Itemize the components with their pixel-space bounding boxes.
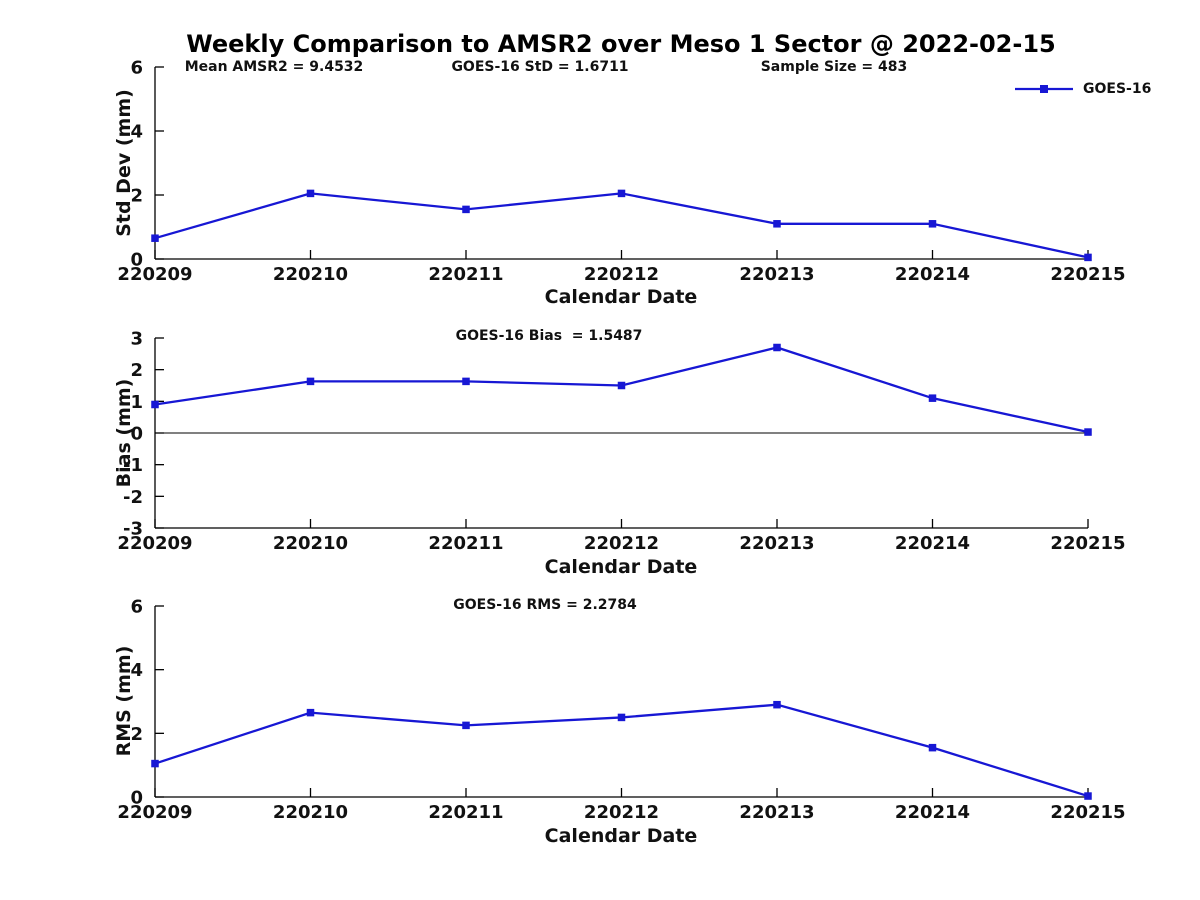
data-point-marker — [151, 759, 159, 768]
annotation-goes16-bias: GOES-16 Bias = 1.5487 — [455, 328, 643, 344]
data-point-marker — [928, 394, 937, 402]
data-point-marker — [773, 220, 781, 228]
data-point-marker — [151, 234, 159, 242]
x-tick-label: 220212 — [584, 802, 659, 823]
x-axis-label-rms-chart: Calendar Date — [544, 825, 698, 847]
x-tick-label: 220212 — [584, 533, 659, 554]
annotation-goes16-std: GOES-16 StD = 1.6711 — [451, 59, 629, 75]
y-axis-label-bias: Bias (mm) — [113, 378, 135, 488]
x-tick-label: 220215 — [1050, 802, 1125, 823]
series-line — [154, 192, 1089, 259]
annotation-sample-size: Sample Size = 483 — [760, 59, 908, 75]
y-tick-label: 2 — [130, 724, 143, 745]
y-tick-label: 1 — [130, 392, 143, 413]
x-tick-label: 220210 — [273, 802, 348, 823]
series-line — [154, 346, 1089, 434]
y-tick-label: 2 — [130, 186, 143, 207]
x-tick-label: 220211 — [428, 802, 503, 823]
data-point-marker — [151, 400, 159, 409]
data-point-marker — [617, 381, 626, 390]
data-point-marker — [1084, 792, 1092, 800]
x-axis-label-stddev-chart: Calendar Date — [544, 286, 698, 308]
x-tick-label: 220214 — [895, 802, 970, 823]
y-tick-label: 6 — [130, 58, 143, 79]
x-tick-label: 220211 — [428, 264, 503, 285]
x-tick-label: 220215 — [1050, 264, 1125, 285]
y-tick-label: -2 — [123, 487, 143, 508]
annotation-goes16-rms: GOES-16 RMS = 2.2784 — [453, 597, 637, 613]
data-point-marker — [306, 708, 315, 717]
y-tick-label: 0 — [130, 788, 143, 809]
data-point-marker — [1084, 428, 1092, 436]
data-point-marker — [773, 343, 781, 352]
x-tick-label: 220210 — [273, 264, 348, 285]
x-tick-label: 220209 — [117, 264, 192, 285]
data-point-marker — [928, 220, 937, 228]
x-tick-label: 220211 — [428, 533, 503, 554]
data-point-marker — [306, 189, 315, 198]
y-tick-label: 3 — [130, 329, 143, 350]
y-tick-label: 6 — [130, 597, 143, 618]
data-point-marker — [462, 721, 470, 730]
x-tick-label: 220210 — [273, 533, 348, 554]
y-tick-label: 2 — [130, 360, 143, 381]
data-point-marker — [928, 743, 937, 752]
x-tick-label: 220213 — [739, 264, 814, 285]
annotation-mean-amsr2: Mean AMSR2 = 9.4532 — [184, 59, 364, 75]
y-tick-label: 0 — [130, 424, 143, 445]
x-tick-label: 220214 — [895, 533, 970, 554]
y-axis-label-std-dev: Std Dev (mm) — [113, 89, 135, 237]
y-tick-label: 4 — [130, 660, 143, 681]
data-point-marker — [462, 377, 470, 386]
x-tick-label: 220214 — [895, 264, 970, 285]
x-tick-label: 220209 — [117, 533, 192, 554]
figure-title: Weekly Comparison to AMSR2 over Meso 1 S… — [186, 30, 1056, 58]
data-point-marker — [1084, 253, 1092, 262]
x-tick-label: 220212 — [584, 264, 659, 285]
data-point-marker — [773, 700, 781, 709]
data-point-marker — [617, 713, 626, 722]
x-tick-label: 220213 — [739, 533, 814, 554]
y-tick-label: -1 — [123, 455, 143, 476]
y-tick-label: 0 — [130, 250, 143, 271]
x-tick-label: 220213 — [739, 802, 814, 823]
legend-label: GOES-16 — [1083, 81, 1152, 97]
data-point-marker — [617, 189, 626, 198]
y-tick-label: -3 — [123, 519, 143, 540]
x-tick-label: 220209 — [117, 802, 192, 823]
data-point-marker — [462, 205, 470, 214]
x-tick-label: 220215 — [1050, 533, 1125, 554]
y-tick-label: 4 — [130, 122, 143, 143]
y-axis-label-rms: RMS (mm) — [113, 645, 135, 757]
data-point-marker — [306, 377, 315, 386]
legend: GOES-16 — [1013, 81, 1151, 97]
legend-line-icon — [1015, 85, 1073, 93]
x-axis-label-bias-chart: Calendar Date — [544, 556, 698, 578]
